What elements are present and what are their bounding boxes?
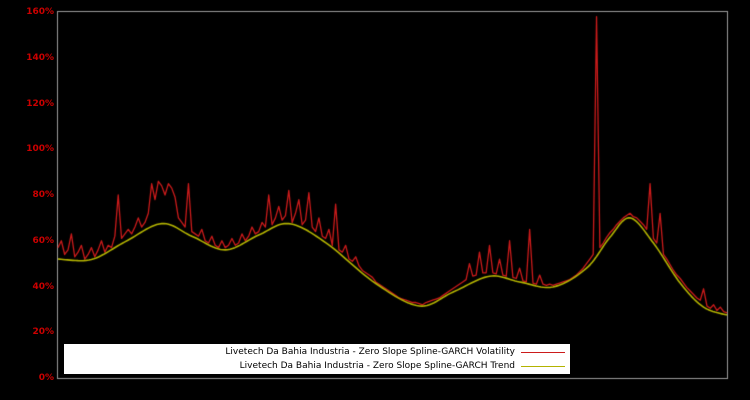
y-tick-label: 140% [26, 52, 54, 63]
legend-row-trend: Livetech Da Bahia Industria - Zero Slope… [64, 359, 570, 373]
y-tick-label: 40% [32, 281, 54, 292]
legend-label-trend: Livetech Da Bahia Industria - Zero Slope… [239, 361, 515, 371]
y-tick-label: 0% [38, 373, 54, 383]
legend-line-volatility-icon [521, 351, 565, 353]
legend-line-trend-icon [521, 365, 565, 367]
y-tick-label: 100% [26, 144, 54, 155]
y-tick-label: 80% [32, 190, 54, 200]
y-tick-label: 20% [32, 327, 54, 338]
y-tick-label: 120% [26, 98, 54, 109]
legend-label-volatility: Livetech Da Bahia Industria - Zero Slope… [225, 347, 515, 357]
y-tick-label: 160% [26, 7, 54, 17]
legend: Livetech Da Bahia Industria - Zero Slope… [64, 344, 570, 374]
legend-row-volatility: Livetech Da Bahia Industria - Zero Slope… [64, 345, 570, 359]
y-tick-label: 60% [32, 235, 54, 246]
